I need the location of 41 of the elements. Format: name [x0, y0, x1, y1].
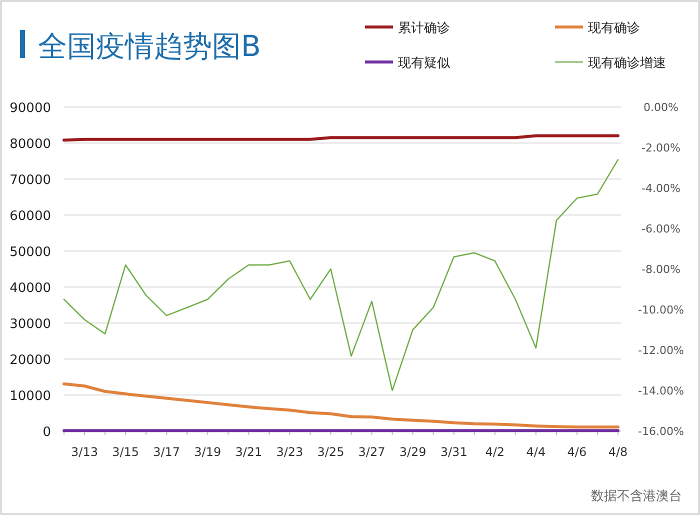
y-tick-label: 50000: [10, 245, 51, 260]
y2-tick-label: -4.00%: [642, 182, 680, 195]
y-tick-label: 70000: [10, 173, 51, 188]
x-tick-label: 4/8: [608, 445, 628, 459]
x-tick-label: 3/29: [399, 445, 426, 459]
y-tick-label: 60000: [10, 209, 51, 224]
y-tick-label: 90000: [10, 101, 51, 116]
x-tick-label: 3/15: [112, 445, 140, 459]
legend-label: 现有确诊增速: [588, 56, 666, 71]
x-tick-label: 3/19: [194, 445, 222, 459]
x-tick-label: 4/2: [485, 445, 505, 459]
y2-tick-label: -10.00%: [638, 304, 684, 316]
chart-title: 全国疫情趋势图B: [38, 29, 261, 63]
y-tick-label: 80000: [10, 137, 51, 152]
y-tick-label: 20000: [10, 353, 51, 368]
y2-tick-label: -6.00%: [642, 222, 680, 236]
x-tick-label: 3/31: [440, 445, 468, 459]
line-series: [62, 382, 620, 429]
x-tick-label: 3/17: [153, 445, 180, 459]
y-tick-label: 40000: [10, 281, 51, 296]
x-tick-label: 3/21: [235, 445, 262, 459]
y2-tick-label: -2.00%: [642, 142, 680, 154]
x-tick-label: 3/13: [71, 445, 98, 459]
y-tick-label: 10000: [10, 389, 51, 404]
y-tick-label: 0: [42, 425, 51, 440]
y2-tick-label: -16.00%: [638, 425, 684, 438]
x-tick-label: 3/27: [358, 445, 386, 459]
legend-label: 现有疑似: [398, 56, 450, 71]
y-tick-label: 30000: [10, 317, 51, 332]
x-tick-label: 3/23: [276, 445, 304, 459]
line-series: [63, 159, 619, 392]
x-tick-label: 4/4: [526, 445, 546, 459]
y2-tick-label: -8.00%: [642, 263, 680, 276]
text: 数据不含港澳台: [591, 489, 682, 504]
y2-tick-label: -12.00%: [638, 344, 684, 357]
y2-tick-label: -14.00%: [638, 384, 684, 398]
legend-label: 累计确诊: [398, 21, 450, 36]
x-tick-label: 3/25: [317, 445, 344, 459]
y2-tick-label: 0.00%: [644, 101, 678, 114]
x-tick-label: 4/6: [567, 445, 587, 459]
legend-label: 现有确诊: [588, 21, 640, 36]
